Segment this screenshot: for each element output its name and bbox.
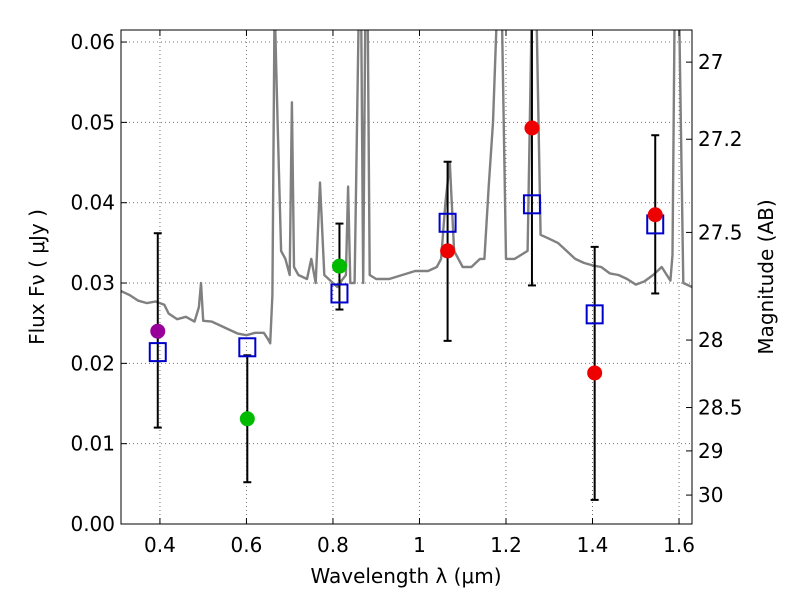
observed-point	[587, 365, 603, 381]
model-point	[330, 283, 349, 304]
model-point	[522, 194, 541, 215]
model-point	[238, 337, 257, 358]
right-tick-label: 27.5	[698, 220, 743, 244]
y-tick-label: 0.02	[70, 351, 115, 375]
plot-frame	[120, 29, 693, 525]
observed-point	[440, 243, 456, 259]
observed-points	[150, 120, 663, 427]
y-tick-label: 0.00	[70, 512, 115, 536]
observed-point	[150, 323, 166, 339]
model-point	[148, 342, 167, 363]
x-tick-label: 1.2	[490, 533, 522, 557]
x-tick-label: 0.8	[317, 533, 349, 557]
right-tick-label: 27.2	[698, 127, 743, 151]
model-point	[585, 304, 604, 325]
y-tick-label: 0.05	[70, 110, 115, 134]
model-points	[148, 194, 665, 363]
right-tick-label: 28.5	[698, 396, 743, 420]
right-tick-label: 29	[698, 439, 723, 463]
observed-point	[647, 207, 663, 223]
y-tick-label: 0.03	[70, 271, 115, 295]
x-tick-label: 1.4	[577, 533, 609, 557]
y-tick-label: 0.06	[70, 30, 115, 54]
y-axis-ticks: 0.00 0.01 0.02 0.03 0.04 0.05 0.06	[70, 30, 127, 536]
observed-point	[331, 258, 347, 274]
observed-point	[524, 120, 540, 136]
x-tick-label: 0.4	[144, 533, 176, 557]
x-tick-label: 1	[413, 533, 426, 557]
model-point	[438, 212, 457, 233]
y-tick-label: 0.04	[70, 191, 115, 215]
right-tick-label: 30	[698, 483, 723, 507]
right-tick-label: 27	[698, 50, 723, 74]
plot-area	[121, 30, 692, 501]
x-tick-label: 1.6	[663, 533, 695, 557]
x-axis-label: Wavelength λ (μm)	[310, 564, 501, 588]
x-axis-ticks: 0.4 0.6 0.8 1 1.2 1.4 1.6	[144, 30, 695, 557]
observed-point	[239, 411, 255, 427]
y-axis-label: Flux Fν ( μJy )	[25, 209, 49, 345]
y-tick-label: 0.01	[70, 432, 115, 456]
spectrum-line	[121, 30, 692, 345]
x-tick-label: 0.6	[231, 533, 263, 557]
right-axis-ticks: 27 27.2 27.5 28 28.5 29 30	[686, 50, 743, 507]
right-tick-label: 28	[698, 328, 723, 352]
right-axis-label: Magnitude (AB)	[754, 199, 778, 354]
grid-lines	[121, 30, 692, 525]
